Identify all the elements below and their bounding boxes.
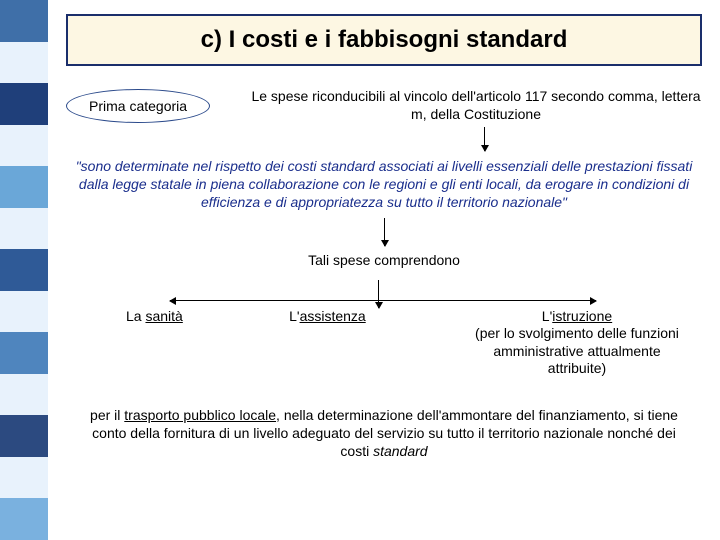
prima-categoria-text: Prima categoria [89, 98, 187, 114]
slide-title: c) I costi e i fabbisogni standard [66, 14, 702, 66]
arrow-line [384, 218, 385, 246]
arrow-head-icon [375, 302, 383, 309]
prima-categoria-oval: Prima categoria [66, 89, 210, 123]
col-istruzione-sub: (per lo svolgimento delle funzioni ammin… [475, 325, 679, 376]
stripe [0, 415, 48, 457]
arrow-head-icon [381, 240, 389, 247]
col-sanita-u: sanità [145, 308, 182, 324]
col-istruzione: L'istruzione (per lo svolgimento delle f… [472, 308, 682, 378]
stripe [0, 83, 48, 125]
footer-u: trasporto pubblico locale [124, 407, 276, 423]
categories-row: La sanità L'assistenza L'istruzione (per… [66, 308, 702, 378]
stripe [0, 0, 48, 42]
col-istruzione-pre: L' [542, 308, 552, 324]
stripe [0, 498, 48, 540]
col-assistenza-u: assistenza [300, 308, 366, 324]
arrow-head-icon [590, 297, 597, 305]
col-sanita-pre: La [126, 308, 145, 324]
arrow-line [484, 127, 485, 151]
col-sanita: La sanità [126, 308, 183, 378]
branch-center-stem [378, 280, 379, 300]
arrow-2 [66, 218, 702, 246]
stripe [0, 166, 48, 208]
spese-description: Le spese riconducibili al vincolo dell'a… [250, 88, 702, 123]
slide-content: c) I costi e i fabbisogni standard Prima… [48, 0, 720, 540]
stripe [0, 125, 48, 167]
arrow-head-icon [481, 145, 489, 152]
stripe [0, 42, 48, 84]
sidebar-stripes [0, 0, 48, 540]
branch-h-line [170, 300, 596, 301]
stripe [0, 374, 48, 416]
col-assistenza: L'assistenza [289, 308, 366, 378]
stripe [0, 457, 48, 499]
comprendono-label: Tali spese comprendono [66, 252, 702, 268]
spese-description-text: Le spese riconducibili al vincolo dell'a… [251, 88, 700, 122]
row-category: Prima categoria Le spese riconducibili a… [66, 88, 702, 123]
branch-arrows [66, 274, 702, 308]
footer-pre: per il [90, 407, 124, 423]
col-istruzione-u: istruzione [552, 308, 612, 324]
footer-note: per il trasporto pubblico locale, nella … [66, 406, 702, 461]
arrow-1 [266, 127, 702, 151]
stripe [0, 291, 48, 333]
quote-block: "sono determinate nel rispetto dei costi… [66, 157, 702, 212]
footer-ital: standard [373, 443, 427, 459]
stripe [0, 249, 48, 291]
branch-drop-center [378, 300, 379, 308]
stripe [0, 208, 48, 250]
col-assistenza-pre: L' [289, 308, 299, 324]
arrow-head-icon [169, 297, 176, 305]
stripe [0, 332, 48, 374]
comprendono-text: Tali spese comprendono [308, 252, 460, 268]
quote-text: "sono determinate nel rispetto dei costi… [76, 158, 693, 210]
slide-title-text: c) I costi e i fabbisogni standard [201, 26, 568, 53]
